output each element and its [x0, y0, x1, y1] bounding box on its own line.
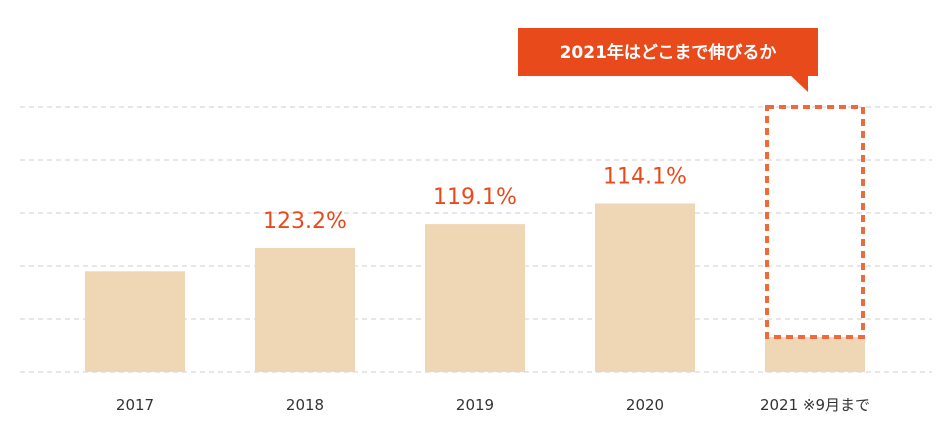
bar: [595, 203, 695, 372]
callout-text: 2021年はどこまで伸びるか: [560, 42, 777, 63]
x-tick-label: 2018: [286, 396, 324, 414]
bar: [425, 224, 525, 372]
bars: [85, 105, 865, 372]
x-tick-labels: 2017 2018 2019 2020 2021 ※9月まで: [116, 396, 870, 414]
x-tick-label: 2017: [116, 396, 154, 414]
callout: 2021年はどこまで伸びるか: [518, 28, 818, 92]
callout-box: [518, 28, 818, 76]
callout-pointer: [790, 75, 808, 92]
value-label: 119.1%: [433, 185, 517, 210]
value-label: 123.2%: [263, 209, 347, 234]
bar: [255, 247, 355, 372]
x-tick-label: 2021 ※9月まで: [760, 396, 870, 414]
value-label: 114.1%: [603, 164, 687, 189]
x-tick-label: 2020: [626, 396, 664, 414]
projection-outline: [765, 105, 865, 340]
x-tick-label: 2019: [456, 396, 494, 414]
bar: [765, 337, 865, 372]
bar: [85, 271, 185, 372]
value-labels: 123.2% 119.1% 114.1%: [263, 164, 687, 234]
